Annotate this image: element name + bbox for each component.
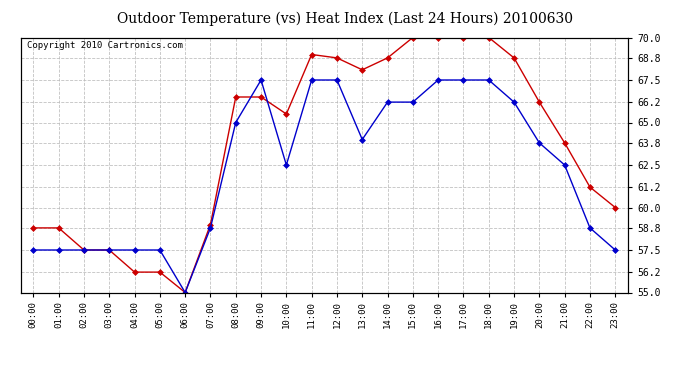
Text: Outdoor Temperature (vs) Heat Index (Last 24 Hours) 20100630: Outdoor Temperature (vs) Heat Index (Las… [117,11,573,26]
Text: Copyright 2010 Cartronics.com: Copyright 2010 Cartronics.com [27,41,183,50]
